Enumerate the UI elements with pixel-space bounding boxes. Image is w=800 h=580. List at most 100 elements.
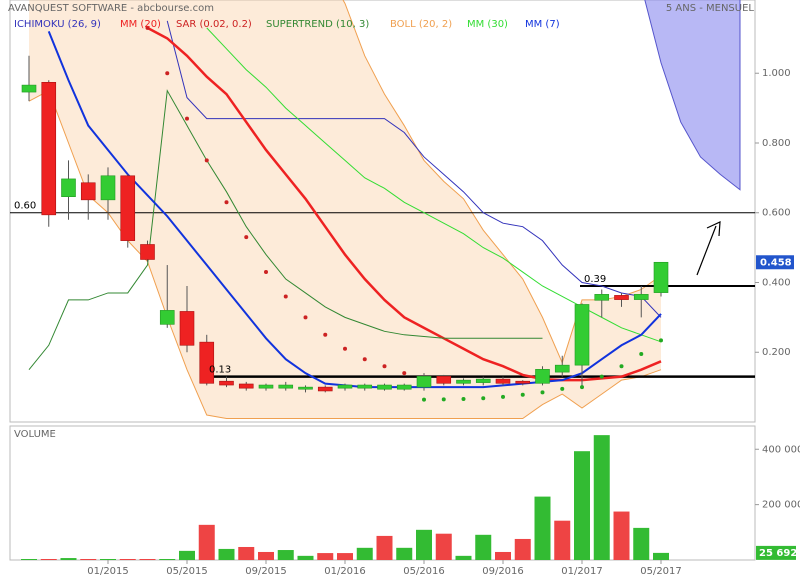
sar-dot: [481, 396, 486, 401]
x-tick-label: 05/2016: [403, 566, 445, 577]
volume-bar: [159, 559, 176, 560]
candle-body: [396, 384, 412, 390]
sar-dot: [441, 397, 446, 402]
ichimoku-cloud: [644, 0, 741, 191]
volume-bar: [119, 559, 136, 560]
candle-body: [258, 384, 274, 389]
volume-bar: [495, 551, 511, 560]
indicator-line: [28, 89, 543, 371]
y-tick-label: 1.000: [762, 68, 791, 79]
y-tick-label: 0.200: [762, 347, 791, 358]
volume-label-box: [756, 545, 796, 560]
volume-bar: [435, 533, 452, 560]
candle-body: [535, 369, 550, 384]
y-tick-label: 0.400: [762, 277, 791, 288]
y-tick-label: 0.800: [762, 138, 791, 149]
volume-bar: [653, 552, 669, 560]
indicator-line: [146, 26, 662, 382]
arrow: [696, 221, 721, 276]
volume-bar: [455, 555, 472, 560]
volume-bar: [376, 535, 393, 560]
sar-dot: [382, 364, 387, 369]
candle-body: [614, 295, 629, 300]
x-tick-label: 01/2016: [324, 566, 366, 577]
sar-dot: [165, 71, 170, 76]
candle-body: [377, 384, 392, 390]
sar-dot: [540, 390, 545, 395]
sar-dot: [283, 294, 288, 299]
volume-bar: [21, 559, 37, 560]
candle-body: [436, 376, 452, 384]
volume-bar: [258, 551, 274, 560]
x-tick-label: 01/2017: [561, 566, 603, 577]
x-tick-label: 05/2017: [640, 566, 682, 577]
sar-dot: [204, 158, 209, 163]
candle-body: [179, 311, 195, 346]
sar-dot: [639, 351, 644, 356]
volume-bar: [100, 559, 116, 560]
volume-bar: [613, 511, 630, 560]
candle-body: [416, 376, 432, 388]
sar-dot: [185, 116, 189, 121]
volume-bar: [139, 559, 156, 560]
volume-bar: [475, 534, 492, 560]
sar-dot: [145, 25, 150, 30]
candle-body: [298, 386, 313, 390]
volume-label: 25 692: [759, 548, 797, 559]
y-tick-label: 400 000: [762, 444, 800, 455]
candle-body: [199, 341, 215, 384]
bollinger-upper: [342, 0, 662, 365]
chart-title: AVANQUEST SOFTWARE - abcbourse.com: [8, 3, 214, 14]
sar-dot: [619, 364, 624, 369]
sar-dot: [343, 346, 347, 351]
candle-body: [633, 294, 649, 300]
volume-bar: [593, 435, 610, 560]
volume-bar: [297, 555, 314, 560]
chart-subtitle: 5 ANS - MENSUEL: [666, 3, 755, 14]
legend-entry: MM (7): [525, 19, 560, 30]
volume-bar: [633, 527, 650, 560]
sar-dot: [422, 397, 426, 402]
candle-body: [574, 304, 590, 366]
candle-body: [61, 178, 76, 198]
bollinger-lower: [28, 89, 662, 420]
candle-body: [140, 244, 155, 260]
volume-bar: [179, 550, 195, 560]
volume-bar: [40, 559, 57, 560]
candle-body: [594, 294, 610, 301]
last-price-box: [756, 255, 794, 270]
indicator-line: [166, 20, 662, 318]
candle-body: [653, 261, 669, 293]
candle-body: [120, 175, 136, 241]
candle-body: [21, 84, 37, 93]
sar-dot: [402, 371, 407, 376]
sar-dot: [659, 338, 663, 343]
x-tick-label: 09/2016: [482, 566, 524, 577]
sar-dot: [520, 392, 525, 397]
candle-body: [475, 378, 491, 383]
volume-bar: [396, 547, 413, 560]
sar-dot: [599, 374, 604, 379]
candle-body: [337, 384, 353, 389]
legend-entry: MM (30): [467, 19, 508, 30]
x-tick-label: 09/2015: [245, 566, 287, 577]
sar-dot: [580, 385, 584, 390]
candle-body: [80, 182, 96, 201]
volume-bar: [514, 538, 531, 560]
sar-dot: [461, 396, 466, 401]
indicator-line: [47, 31, 662, 389]
legend-entry: MM (20): [120, 19, 161, 30]
candle-body: [278, 384, 294, 389]
price-plot: [10, 0, 755, 420]
sar-dot: [244, 235, 249, 240]
candle-body: [238, 383, 254, 389]
candle-body: [100, 175, 116, 201]
candle-body: [456, 379, 471, 384]
legend-entry: ICHIMOKU (26, 9): [14, 19, 101, 30]
volume-bar: [337, 553, 353, 560]
y-tick-label: 200 000: [762, 500, 800, 511]
candle-body: [554, 364, 570, 373]
candle-body: [159, 310, 175, 325]
